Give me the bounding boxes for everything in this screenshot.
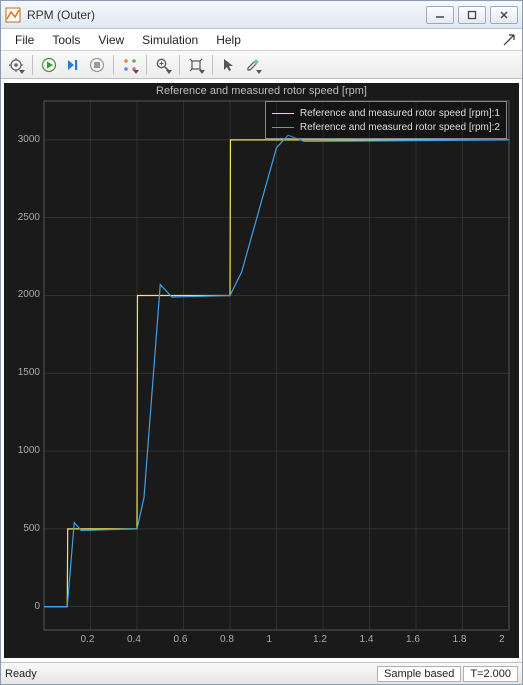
step-forward-button[interactable]: [62, 54, 84, 76]
stop-button[interactable]: [86, 54, 108, 76]
legend: Reference and measured rotor speed [rpm]…: [265, 101, 507, 139]
highlight-button[interactable]: [242, 54, 264, 76]
triggers-button[interactable]: [119, 54, 141, 76]
toolbar: [1, 51, 522, 79]
play-icon: [41, 57, 57, 73]
menu-view[interactable]: View: [90, 31, 132, 49]
menu-simulation[interactable]: Simulation: [134, 31, 206, 49]
app-window: RPM (Outer) File Tools View Simulation H…: [0, 0, 523, 685]
stop-icon: [89, 57, 105, 73]
undock-icon[interactable]: [502, 33, 516, 47]
menu-tools[interactable]: Tools: [44, 31, 88, 49]
step-icon: [65, 57, 81, 73]
plot-area: Reference and measured rotor speed [rpm]…: [1, 79, 522, 662]
minimize-button[interactable]: [426, 6, 454, 24]
menu-file[interactable]: File: [7, 31, 42, 49]
statusbar: Ready Sample based T=2.000: [1, 662, 522, 684]
status-ready: Ready: [5, 668, 37, 680]
config-button[interactable]: [5, 54, 27, 76]
plot-canvas[interactable]: Reference and measured rotor speed [rpm]…: [4, 83, 519, 658]
menu-help[interactable]: Help: [208, 31, 249, 49]
status-time: T=2.000: [463, 666, 518, 682]
run-button[interactable]: [38, 54, 60, 76]
status-sample-mode: Sample based: [377, 666, 461, 682]
window-buttons: [426, 6, 518, 24]
cursor-icon: [221, 57, 237, 73]
window-title: RPM (Outer): [27, 8, 426, 22]
autoscale-button[interactable]: [185, 54, 207, 76]
close-button[interactable]: [490, 6, 518, 24]
app-icon: [5, 7, 21, 23]
maximize-button[interactable]: [458, 6, 486, 24]
menubar: File Tools View Simulation Help: [1, 29, 522, 51]
titlebar: RPM (Outer): [1, 1, 522, 29]
cursor-button[interactable]: [218, 54, 240, 76]
zoom-button[interactable]: [152, 54, 174, 76]
